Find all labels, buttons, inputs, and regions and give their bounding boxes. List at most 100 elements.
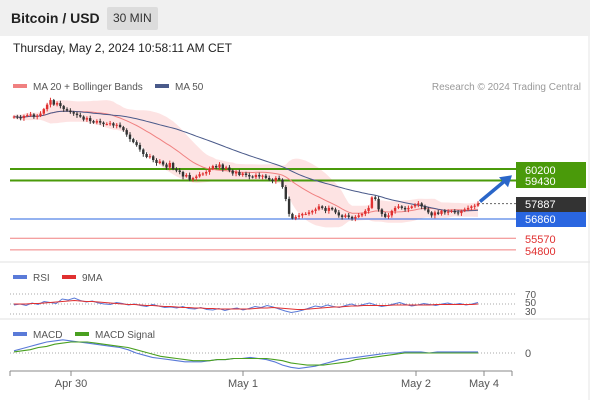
candle-body xyxy=(79,115,82,117)
rsi-level-30: 30 xyxy=(525,307,537,318)
x-tick-label: May 1 xyxy=(228,378,258,390)
resistance-1-label: 60200 xyxy=(525,165,556,177)
candle-body xyxy=(410,206,413,208)
rsi-ma-legend-label: 9MA xyxy=(82,273,103,284)
x-tick-label: Apr 30 xyxy=(55,378,87,390)
candle-body xyxy=(69,110,72,113)
candle-body xyxy=(350,216,354,219)
pivot-tag-box xyxy=(516,212,586,227)
candle-body xyxy=(39,113,42,116)
candle-body xyxy=(460,210,463,214)
ma50-legend-swatch xyxy=(155,84,169,88)
candle-body xyxy=(59,103,62,107)
candle-body xyxy=(49,100,52,105)
candle-body xyxy=(427,209,430,213)
candle-body xyxy=(384,213,387,217)
candle-body xyxy=(450,210,453,212)
candle-body xyxy=(291,213,294,219)
candle-body xyxy=(118,124,122,127)
candle-body xyxy=(52,100,55,105)
candle-body xyxy=(287,198,291,214)
candle-body xyxy=(311,210,314,213)
candle-body xyxy=(440,210,443,214)
candle-body xyxy=(301,213,304,216)
candle-body xyxy=(271,179,274,181)
candle-body xyxy=(75,113,79,116)
candle-body xyxy=(476,203,480,206)
macd-line xyxy=(13,339,478,369)
candle-body xyxy=(364,210,367,214)
candle-body xyxy=(284,187,287,199)
candle-body xyxy=(161,161,165,165)
candle-body xyxy=(12,116,16,118)
ma20-legend-swatch xyxy=(13,84,27,88)
x-tick-label: May 4 xyxy=(469,378,499,390)
level-tags: 60200 59430 57887 56860 55570 54800 xyxy=(516,162,586,258)
candle-body xyxy=(45,104,49,110)
candle-body xyxy=(175,169,178,171)
candle-body xyxy=(224,167,228,169)
candle-body xyxy=(135,142,138,146)
candle-body xyxy=(470,206,473,208)
candle-body xyxy=(198,174,201,177)
candle-body xyxy=(185,175,188,177)
candle-body xyxy=(26,115,29,117)
target-arrow-shaft xyxy=(478,176,510,203)
candle-body xyxy=(42,109,45,114)
interval-badge[interactable]: 30 MIN xyxy=(107,7,158,30)
candle-body xyxy=(231,170,234,174)
support-1-label: 55570 xyxy=(525,234,556,246)
candle-body xyxy=(205,172,208,174)
rsi-panel xyxy=(10,293,516,315)
candle-body xyxy=(264,175,268,178)
candle-body xyxy=(473,205,476,207)
candle-body xyxy=(145,154,148,157)
pivot-label: 56860 xyxy=(525,214,556,226)
candle-body xyxy=(437,212,440,214)
macd-signal-line xyxy=(13,341,478,366)
candle-body xyxy=(274,178,277,181)
candle-body xyxy=(277,178,281,180)
macd-zero-label: 0 xyxy=(525,348,531,360)
candle-body xyxy=(430,212,433,216)
instrument-title: Bitcoin / USD xyxy=(11,10,100,26)
candle-body xyxy=(16,116,19,118)
candle-body xyxy=(297,215,301,217)
candle-body xyxy=(340,215,344,217)
candle-body xyxy=(417,203,420,205)
candle-body xyxy=(115,124,118,126)
candle-body xyxy=(397,206,400,208)
candle-body xyxy=(82,116,85,120)
candle-body xyxy=(171,163,175,169)
candle-body xyxy=(314,209,317,211)
candle-body xyxy=(317,206,321,210)
support-2-label: 54800 xyxy=(525,246,556,258)
candle-body xyxy=(165,164,168,168)
candle-body xyxy=(423,206,427,210)
candle-body xyxy=(195,176,198,178)
candle-body xyxy=(125,130,128,135)
chart-header: Bitcoin / USD 30 MIN xyxy=(0,0,590,36)
candle-body xyxy=(453,210,456,213)
candle-body xyxy=(360,213,364,216)
candle-body xyxy=(72,112,75,114)
candle-body xyxy=(327,207,331,211)
candle-body xyxy=(148,156,152,158)
rsi-ma-line xyxy=(14,299,479,310)
candle-body xyxy=(36,115,39,117)
candle-body xyxy=(89,118,92,122)
candle-body xyxy=(158,161,161,163)
candle-body xyxy=(400,206,403,208)
candle-body xyxy=(463,209,466,211)
candle-body xyxy=(347,215,350,217)
candle-body xyxy=(420,203,423,207)
ma50-line xyxy=(13,110,479,212)
candle-body xyxy=(215,166,218,168)
candle-body xyxy=(191,178,195,180)
candle-body xyxy=(294,216,297,219)
candle-body xyxy=(241,173,244,175)
candle-body xyxy=(105,124,108,126)
candle-body xyxy=(367,207,370,211)
candle-body xyxy=(178,170,181,172)
